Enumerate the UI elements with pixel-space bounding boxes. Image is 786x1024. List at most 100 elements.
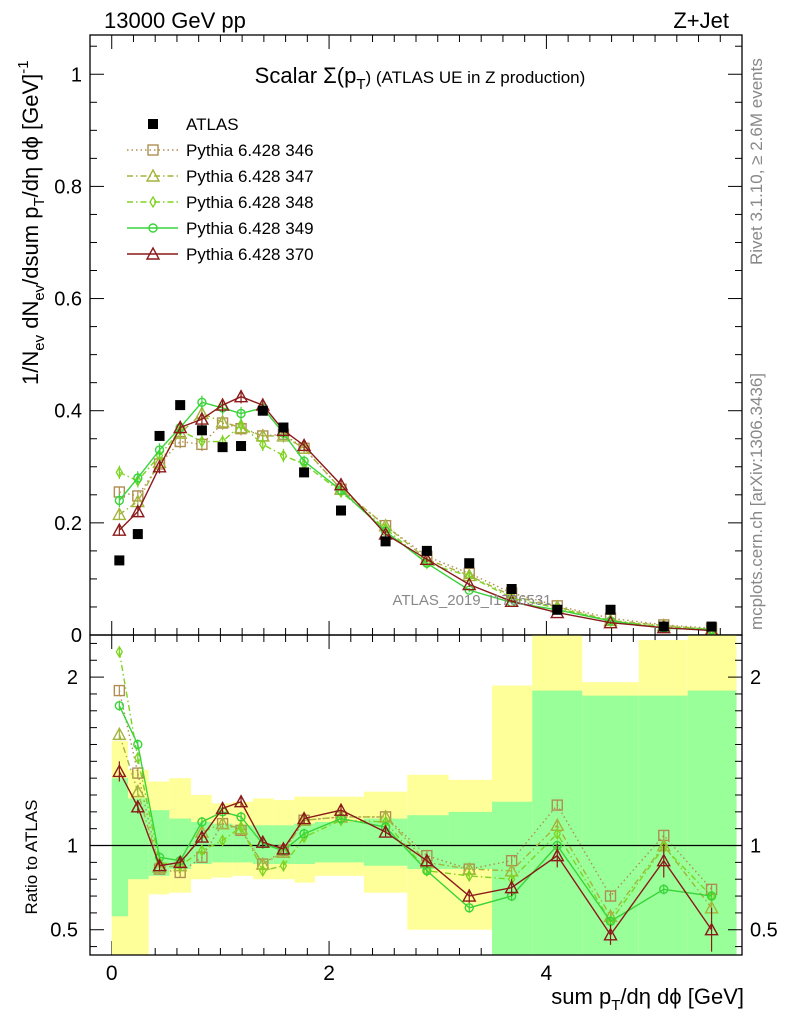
data-point	[296, 438, 312, 452]
data-point	[215, 816, 230, 830]
data-point	[134, 474, 142, 488]
data-point	[504, 880, 519, 894]
data-point	[278, 422, 289, 433]
data-point	[257, 405, 268, 416]
data-point	[114, 701, 125, 711]
data-point	[421, 545, 432, 556]
header-left: 13000 GeV pp	[104, 8, 246, 33]
data-point	[130, 799, 145, 813]
data-point	[465, 869, 474, 883]
ratio-axis-label: Ratio to ATLAS	[22, 800, 41, 915]
ratio-panel: 0 2 4 0.5 0.5 1 1 2 2	[50, 634, 778, 985]
legend-label: Pythia 6.428 349	[186, 219, 314, 238]
legend-entry: Pythia 6.428 348	[127, 193, 314, 212]
data-point	[198, 435, 206, 448]
data-point	[236, 441, 247, 452]
y-axis-label: 1/Nev dNev/dsum pT/dη dϕ [GeV]-1	[15, 60, 48, 385]
data-point	[419, 853, 435, 867]
ratio-y-tick-label-right: 1	[750, 836, 761, 858]
legend-entry: Pythia 6.428 346	[127, 141, 314, 160]
data-point	[145, 168, 161, 182]
data-point	[147, 144, 159, 156]
legend-label: Pythia 6.428 348	[186, 193, 314, 212]
data-point	[115, 466, 124, 479]
data-point	[197, 397, 207, 407]
data-point	[112, 522, 127, 536]
data-point	[605, 604, 616, 615]
x-tick-label: 4	[541, 962, 553, 985]
data-point	[113, 684, 126, 697]
uncertainty-band-green	[448, 811, 493, 870]
data-point	[152, 858, 167, 872]
y-tick-label: 0.6	[54, 289, 82, 311]
data-point	[462, 577, 477, 591]
data-point	[259, 864, 267, 878]
data-point	[194, 829, 210, 843]
data-point	[112, 506, 127, 521]
data-point	[197, 817, 207, 827]
data-point	[378, 824, 393, 838]
data-point	[279, 859, 288, 873]
data-point	[603, 615, 618, 629]
data-point	[114, 555, 125, 566]
data-point	[132, 529, 143, 540]
data-point	[419, 551, 435, 565]
x-axis-label: sum pT/dη dϕ [GeV]	[551, 984, 744, 1014]
data-point	[215, 414, 230, 428]
watermark-label: ATLAS_2019_I1736531	[392, 592, 551, 609]
uncertainty-band-green	[638, 695, 688, 955]
data-point	[145, 246, 161, 260]
data-point	[656, 853, 671, 867]
data-point	[154, 430, 165, 441]
data-point	[296, 811, 312, 825]
uncertainty-band-green	[111, 778, 129, 917]
data-point	[279, 449, 288, 462]
data-point	[604, 890, 617, 902]
data-point	[196, 425, 207, 436]
y-tick-label: 0	[71, 625, 82, 647]
data-point	[276, 844, 291, 858]
data-point	[112, 763, 127, 778]
data-point	[299, 456, 309, 466]
ratio-y-tick-label-right: 0.5	[750, 920, 778, 942]
data-point	[237, 418, 245, 431]
data-point	[380, 536, 391, 547]
data-point	[112, 726, 127, 741]
data-point	[552, 604, 563, 615]
data-point	[236, 408, 246, 419]
main-panel: 0 0.2 0.4 0.6 0.8 1	[54, 34, 743, 955]
data-point	[133, 473, 143, 483]
legend-entry: Pythia 6.428 370	[127, 245, 314, 264]
data-point	[506, 584, 517, 595]
legend: ATLAS Pythia 6.428 346 Pythia 6.428 347 Pyt…	[127, 115, 314, 264]
data-point	[255, 834, 270, 848]
data-point	[603, 927, 618, 941]
data-point	[130, 504, 145, 518]
data-point	[198, 844, 206, 857]
data-point	[658, 621, 669, 632]
y-tick-label: 0.4	[54, 401, 82, 423]
data-point	[333, 477, 349, 491]
data-point	[296, 812, 312, 826]
data-point	[215, 801, 230, 815]
series-atlas	[114, 400, 717, 632]
data-point	[173, 420, 188, 434]
data-point	[152, 459, 167, 473]
legend-label: Pythia 6.428 347	[186, 167, 314, 186]
legend-entry: Pythia 6.428 349	[127, 219, 314, 238]
main-title: Scalar Σ(pT) (ATLAS UE in Z production)	[255, 63, 586, 93]
data-point	[114, 495, 125, 506]
data-point	[333, 802, 349, 816]
data-point	[706, 621, 717, 632]
data-point	[553, 827, 562, 841]
data-point	[237, 820, 245, 834]
data-point	[551, 799, 563, 811]
legend-entry: ATLAS	[148, 115, 239, 134]
uncertainty-band-green	[232, 825, 253, 863]
data-point	[462, 888, 477, 902]
data-point	[173, 854, 188, 869]
data-point	[233, 794, 249, 808]
mcplots-label: mcplots.cern.ch [arXiv:1306.3436]	[747, 373, 766, 630]
data-point	[259, 438, 267, 451]
